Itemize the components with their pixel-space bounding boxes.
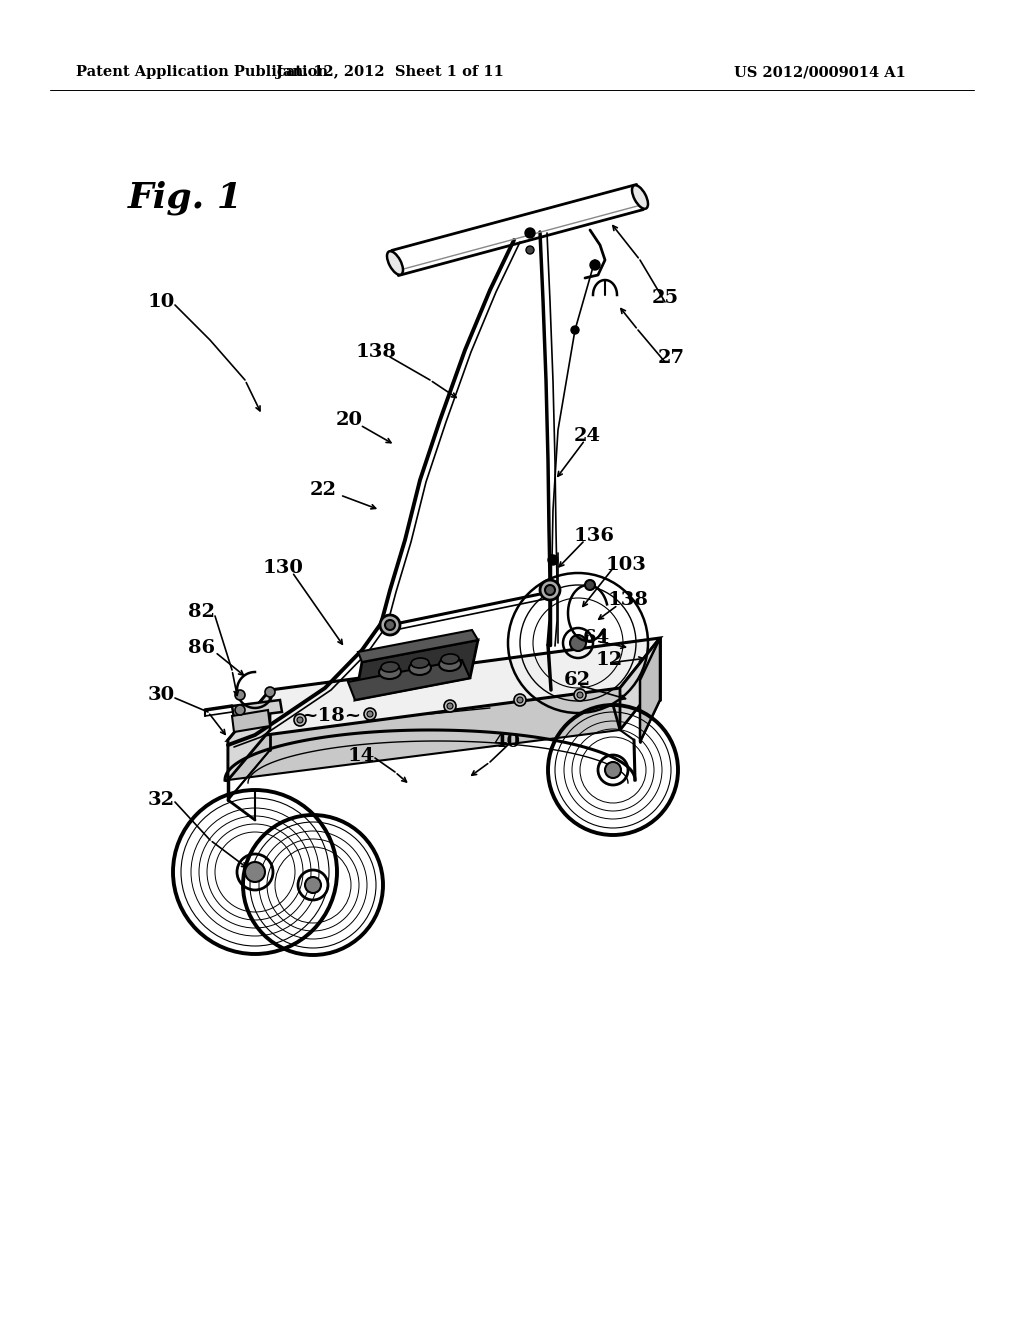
Polygon shape (640, 638, 660, 742)
Circle shape (447, 704, 453, 709)
Circle shape (577, 692, 583, 698)
Circle shape (545, 585, 555, 595)
Polygon shape (348, 660, 470, 700)
Circle shape (364, 708, 376, 719)
Circle shape (585, 579, 595, 590)
Text: 27: 27 (658, 348, 685, 367)
Circle shape (367, 711, 373, 717)
Text: 32: 32 (148, 791, 175, 809)
Circle shape (517, 697, 523, 704)
Text: 14: 14 (348, 747, 375, 766)
Text: 40: 40 (493, 733, 520, 751)
Text: 86: 86 (188, 639, 215, 657)
Text: US 2012/0009014 A1: US 2012/0009014 A1 (734, 65, 906, 79)
Polygon shape (358, 630, 478, 663)
Circle shape (265, 686, 275, 697)
Text: 130: 130 (263, 558, 304, 577)
Text: 62: 62 (564, 671, 591, 689)
Ellipse shape (409, 661, 431, 675)
Circle shape (234, 705, 245, 715)
Text: Jan. 12, 2012  Sheet 1 of 11: Jan. 12, 2012 Sheet 1 of 11 (276, 65, 504, 79)
Text: 136: 136 (574, 527, 615, 545)
Circle shape (548, 554, 558, 565)
Text: 30: 30 (148, 686, 175, 704)
Text: 64: 64 (583, 630, 610, 647)
Polygon shape (232, 700, 282, 718)
Circle shape (526, 246, 534, 253)
Text: 22: 22 (310, 480, 337, 499)
Ellipse shape (379, 665, 401, 678)
Polygon shape (228, 680, 660, 780)
Ellipse shape (411, 657, 429, 668)
Polygon shape (620, 638, 660, 730)
Circle shape (525, 228, 535, 238)
Circle shape (380, 615, 400, 635)
Circle shape (605, 762, 621, 777)
Text: Fig. 1: Fig. 1 (128, 181, 243, 215)
Circle shape (305, 876, 321, 894)
Text: 20: 20 (336, 411, 362, 429)
Circle shape (245, 862, 265, 882)
Circle shape (385, 620, 395, 630)
Circle shape (297, 717, 303, 723)
Text: 138: 138 (608, 591, 649, 609)
Text: 25: 25 (652, 289, 679, 308)
Circle shape (234, 690, 245, 700)
Text: Patent Application Publication: Patent Application Publication (76, 65, 328, 79)
Polygon shape (232, 710, 270, 733)
Circle shape (570, 635, 586, 651)
Ellipse shape (632, 185, 648, 209)
Text: 82: 82 (188, 603, 215, 620)
Circle shape (540, 579, 560, 601)
Circle shape (514, 694, 526, 706)
Polygon shape (355, 640, 478, 700)
Circle shape (590, 260, 600, 271)
Text: 12: 12 (596, 651, 624, 669)
Text: 10: 10 (148, 293, 175, 312)
Ellipse shape (441, 653, 459, 664)
Circle shape (444, 700, 456, 711)
Polygon shape (228, 690, 270, 780)
Ellipse shape (381, 663, 399, 672)
Text: 103: 103 (606, 556, 647, 574)
Ellipse shape (387, 251, 403, 275)
Text: 24: 24 (574, 426, 601, 445)
Circle shape (574, 689, 586, 701)
Text: ~18~: ~18~ (302, 708, 362, 725)
Polygon shape (228, 638, 660, 741)
Ellipse shape (439, 657, 461, 671)
Text: 138: 138 (356, 343, 397, 360)
Circle shape (294, 714, 306, 726)
Circle shape (571, 326, 579, 334)
